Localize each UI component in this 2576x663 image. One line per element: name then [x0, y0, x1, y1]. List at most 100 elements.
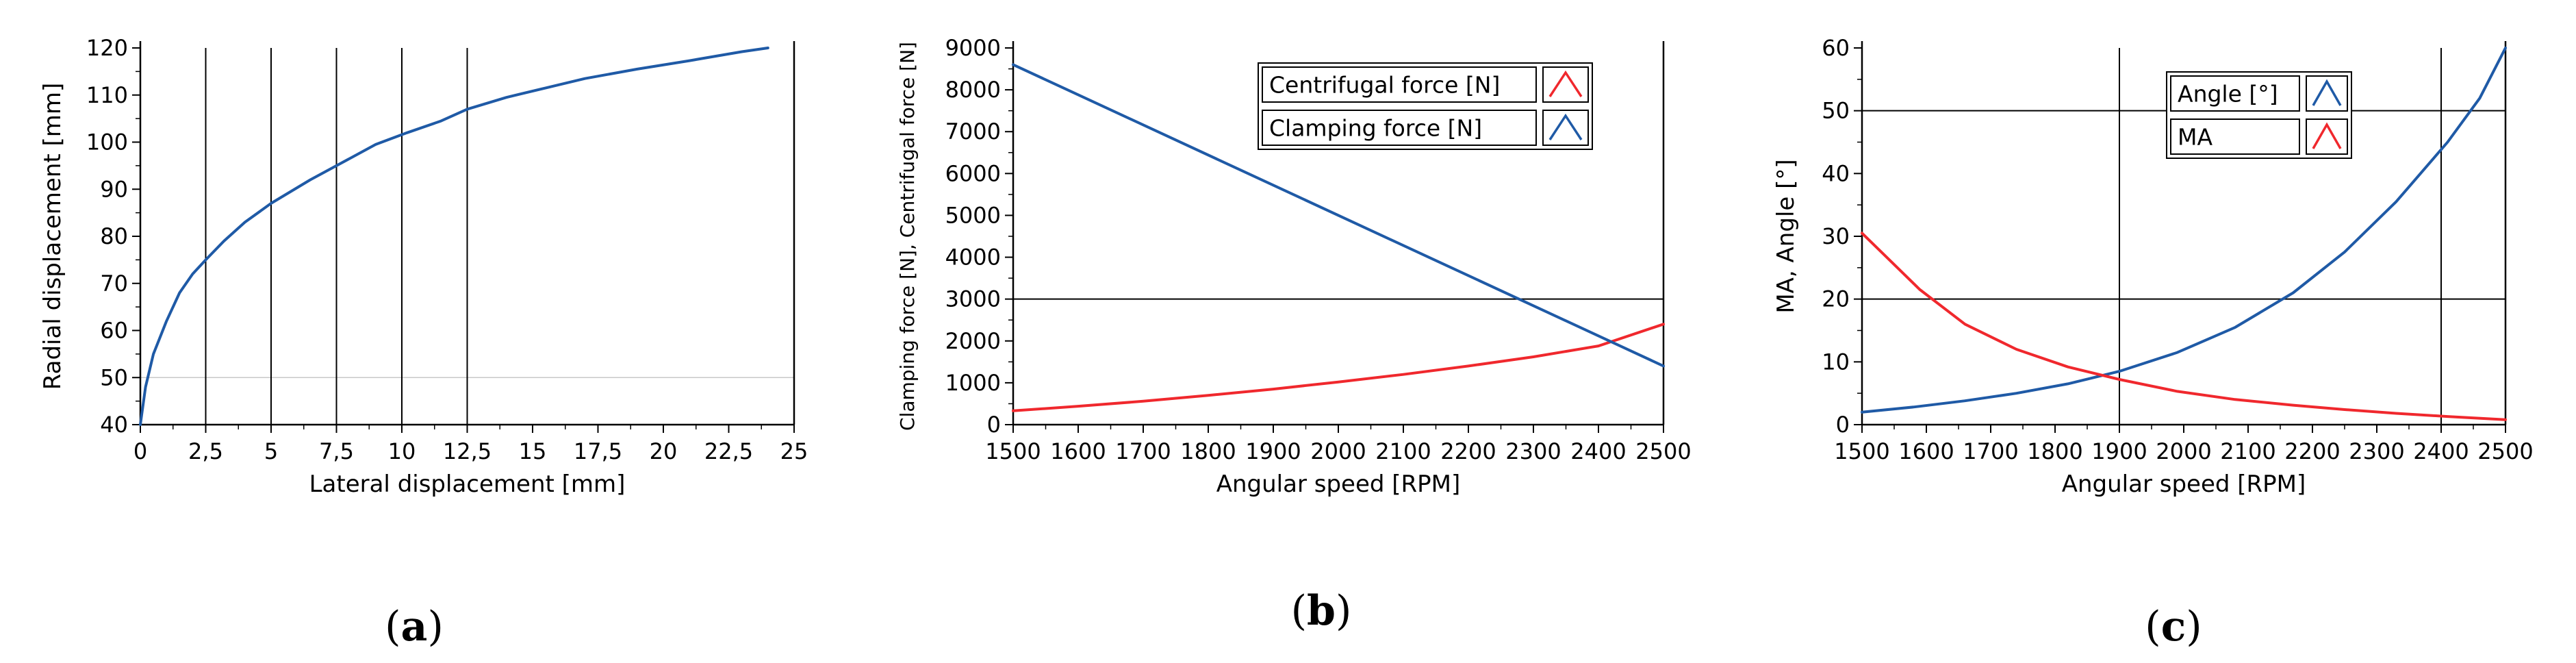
y-tick-label-a-5: 90	[100, 176, 128, 202]
y-tick-label-c-1: 10	[1822, 349, 1850, 375]
x-axis-label-b: Angular speed [RPM]	[1216, 471, 1461, 498]
x-tick-label-b-10: 2500	[1635, 438, 1691, 464]
x-tick-label-b-3: 1800	[1180, 438, 1236, 464]
x-tick-label-a-1: 2,5	[188, 438, 223, 464]
y-tick-label-a-2: 60	[100, 318, 128, 344]
caption-close-paren: )	[427, 603, 443, 651]
caption-close-paren: )	[1336, 587, 1351, 635]
y-tick-label-c-5: 50	[1822, 98, 1850, 124]
series-line-b-0	[1012, 323, 1665, 412]
y-tick-label-a-3: 70	[100, 271, 128, 297]
legend-label-c-0: Angle [°]	[2178, 81, 2278, 108]
legend-label-c-1: MA	[2178, 124, 2212, 151]
y-tick-label-b-0: 0	[987, 412, 1001, 438]
x-axis-label-a: Lateral displacement [mm]	[309, 471, 626, 498]
x-tick-label-c-10: 2500	[2477, 438, 2533, 464]
legend-label-box-c-0	[2170, 75, 2300, 112]
y-tick-label-a-8: 120	[86, 35, 128, 61]
x-tick-label-c-6: 2100	[2220, 438, 2275, 464]
y-tick-label-a-0: 40	[100, 412, 128, 438]
series-line-c-0	[1861, 47, 2507, 414]
x-tick-label-b-1: 1600	[1050, 438, 1106, 464]
y-tick-label-b-1: 1000	[945, 370, 1001, 396]
caption-letter-c: c	[2161, 603, 2186, 651]
legend-swatch-c-0	[2312, 79, 2342, 106]
legend-label-b-1: Clamping force [N]	[1269, 115, 1482, 142]
x-tick-label-c-4: 1900	[2091, 438, 2147, 464]
y-tick-label-b-2: 2000	[945, 328, 1001, 354]
x-tick-label-c-9: 2400	[2413, 438, 2469, 464]
caption-b: (b)	[1291, 587, 1352, 635]
legend-label-box-b-0	[1262, 66, 1537, 103]
series-line-c-1	[1861, 232, 2507, 421]
y-tick-label-b-4: 4000	[945, 245, 1001, 271]
x-tick-label-a-8: 20	[650, 438, 678, 464]
y-tick-label-b-6: 6000	[945, 160, 1001, 186]
legend-label-b-0: Centrifugal force [N]	[1269, 72, 1500, 99]
y-tick-label-c-4: 40	[1822, 160, 1850, 186]
y-tick-label-b-7: 7000	[945, 118, 1001, 145]
x-tick-label-a-4: 10	[388, 438, 416, 464]
caption-open-paren: (	[1291, 587, 1307, 635]
y-tick-label-a-1: 50	[100, 364, 128, 390]
y-tick-label-b-3: 3000	[945, 286, 1001, 312]
caption-close-paren: )	[2186, 603, 2202, 651]
y-tick-label-c-6: 60	[1822, 35, 1850, 61]
chart-b: 1500 1600 1700 1800 1900 2000 2100 2200 2300 2400…	[896, 35, 1692, 635]
y-axis-label-a: Radial displacement [mm]	[39, 83, 66, 390]
y-tick-label-b-8: 8000	[945, 77, 1001, 103]
x-tick-label-c-1: 1600	[1898, 438, 1954, 464]
y-tick-label-c-3: 30	[1822, 223, 1850, 249]
x-tick-label-c-8: 2300	[2349, 438, 2404, 464]
caption-c: (c)	[2145, 603, 2202, 651]
x-tick-label-c-0: 1500	[1834, 438, 1889, 464]
legend-c: Angle [°] MA	[2166, 71, 2352, 159]
y-axis-label-b: Clamping force [N], Centrifugal force [N…	[896, 42, 919, 431]
x-axis-label-c: Angular speed [RPM]	[2062, 471, 2306, 498]
series-line-a-0	[139, 47, 769, 426]
caption-open-paren: (	[385, 603, 400, 651]
x-tick-label-a-10: 25	[780, 438, 808, 464]
y-tick-label-c-2: 20	[1822, 286, 1850, 312]
legend-label-box-b-1	[1262, 110, 1537, 146]
x-tick-label-a-6: 15	[519, 438, 547, 464]
x-tick-label-b-7: 2200	[1440, 438, 1496, 464]
x-tick-label-b-6: 2100	[1375, 438, 1431, 464]
y-tick-label-b-9: 9000	[945, 35, 1001, 61]
x-tick-label-b-9: 2400	[1570, 438, 1626, 464]
legend-label-box-c-1	[2170, 118, 2300, 155]
legend-b: Centrifugal force [N] Clamping force [N]	[1258, 62, 1593, 150]
chart-a: 0 2,5 5 7,5 10 12,5 15 17,5 20 22,5 25 40 50 60 70 80 90…	[39, 35, 808, 651]
y-axis-label-c: MA, Angle [°]	[1772, 159, 1800, 313]
x-tick-label-a-0: 0	[133, 438, 147, 464]
x-tick-label-a-7: 17,5	[574, 438, 622, 464]
chart-c: 1500 1600 1700 1800 1900 2000 2100 2200 2300 2400…	[1772, 35, 2534, 651]
x-tick-label-c-3: 1800	[2027, 438, 2082, 464]
caption-a: (a)	[385, 603, 444, 651]
x-tick-label-c-7: 2200	[2284, 438, 2340, 464]
y-tick-label-b-5: 5000	[945, 202, 1001, 228]
x-tick-label-b-8: 2300	[1505, 438, 1561, 464]
x-tick-label-a-3: 7,5	[319, 438, 354, 464]
x-tick-label-b-0: 1500	[985, 438, 1041, 464]
caption-letter-b: b	[1307, 587, 1336, 635]
x-tick-label-c-2: 1700	[1963, 438, 2018, 464]
legend-swatch-c-1	[2312, 122, 2342, 149]
y-tick-label-a-7: 110	[86, 82, 128, 108]
legend-swatch-b-1	[1548, 113, 1583, 140]
series-line-b-1	[1012, 63, 1665, 368]
x-tick-label-a-5: 12,5	[443, 438, 492, 464]
x-tick-label-b-4: 1900	[1245, 438, 1301, 464]
y-tick-label-a-6: 100	[86, 129, 128, 155]
x-tick-label-a-2: 5	[264, 438, 278, 464]
caption-open-paren: (	[2145, 603, 2160, 651]
y-tick-label-a-4: 80	[100, 223, 128, 249]
x-tick-label-b-2: 1700	[1115, 438, 1171, 464]
x-tick-label-b-5: 2000	[1310, 438, 1366, 464]
y-tick-label-c-0: 0	[1836, 412, 1850, 438]
caption-letter-a: a	[401, 603, 428, 651]
x-tick-label-a-9: 22,5	[704, 438, 753, 464]
x-tick-label-c-5: 2000	[2156, 438, 2211, 464]
legend-swatch-b-0	[1548, 70, 1583, 97]
